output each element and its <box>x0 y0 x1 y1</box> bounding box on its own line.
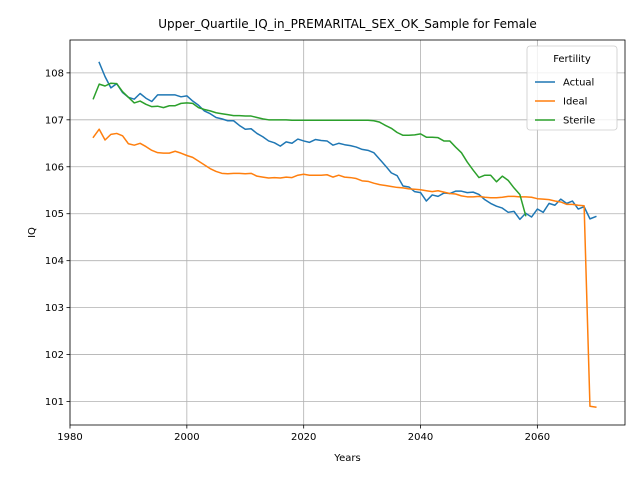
y-axis-label: IQ <box>27 227 38 238</box>
legend-label-actual: Actual <box>563 78 594 89</box>
y-tick-label: 104 <box>45 256 64 267</box>
legend-label-sterile: Sterile <box>563 116 595 127</box>
legend-title: Fertility <box>553 54 591 65</box>
grid <box>69 40 625 425</box>
x-tick-label: 2020 <box>291 432 316 443</box>
series-line-ideal <box>92 128 597 409</box>
x-axis-label: Years <box>333 453 360 464</box>
y-tick-label: 108 <box>45 68 64 79</box>
y-tick-label: 103 <box>45 303 64 314</box>
legend-box <box>526 45 618 131</box>
series-line-actual <box>98 61 597 221</box>
ticks: 1980 2000 2020 2040 2060 101 102 103 104 105 106 10… <box>45 68 550 443</box>
x-tick-label: 1980 <box>57 432 82 443</box>
y-tick-label: 102 <box>45 350 64 361</box>
y-tick-label: 106 <box>45 162 64 173</box>
x-tick-label: 2060 <box>525 432 550 443</box>
y-tick-label: 107 <box>45 115 64 126</box>
chart-title: Upper_Quartile_IQ_in_PREMARITAL_SEX_OK_S… <box>158 17 537 31</box>
series-layer <box>92 61 597 409</box>
legend-label-ideal: Ideal <box>563 97 587 108</box>
x-tick-label: 2040 <box>408 432 433 443</box>
y-tick-label: 105 <box>45 209 64 220</box>
series-line-sterile <box>92 82 527 217</box>
x-tick-label: 2000 <box>174 432 199 443</box>
plot-frame <box>69 39 626 426</box>
y-tick-label: 101 <box>45 397 64 408</box>
legend: Fertility Actual Ideal Sterile <box>526 45 618 131</box>
